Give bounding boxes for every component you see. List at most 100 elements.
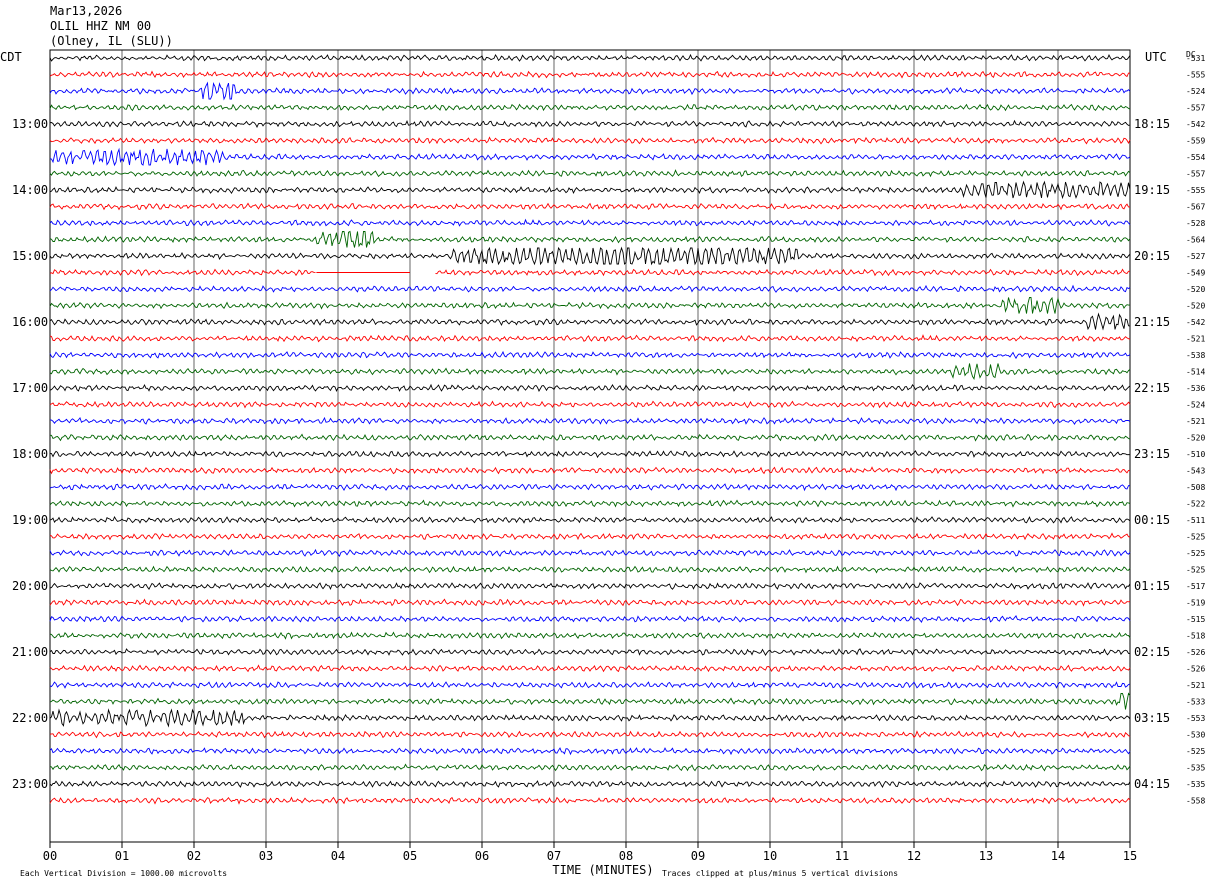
left-hour-label: 21:00	[12, 645, 48, 659]
dc-offset-label: -515	[1186, 615, 1205, 624]
trace-row	[49, 268, 1131, 277]
dc-offset-label: -524	[1186, 87, 1205, 96]
trace-row	[49, 565, 1131, 574]
trace-row	[49, 81, 1131, 101]
dc-offset-label: -530	[1186, 731, 1205, 740]
footer-scale-note: Each Vertical Division = 1000.00 microvo…	[20, 869, 227, 878]
left-hour-label: 13:00	[12, 117, 48, 131]
trace-row	[49, 516, 1131, 524]
dc-offset-label: -531	[1186, 54, 1205, 63]
dc-offset-label: -557	[1186, 104, 1205, 113]
date-label: Mar13,2026	[50, 4, 123, 18]
right-hour-label: 20:15	[1134, 249, 1170, 263]
x-axis-title: TIME (MINUTES)	[552, 863, 653, 877]
right-hour-label: 18:15	[1134, 117, 1170, 131]
x-tick-label: 06	[475, 849, 489, 863]
trace-row	[49, 796, 1131, 805]
dc-offset-label: -521	[1186, 681, 1205, 690]
trace-row	[50, 433, 1131, 442]
dc-offset-label: -525	[1186, 549, 1205, 558]
left-hour-label: 23:00	[12, 777, 48, 791]
dc-offset-label: -535	[1186, 780, 1205, 789]
trace-row	[49, 147, 1131, 167]
dc-offset-label: -554	[1186, 153, 1205, 162]
trace-row	[49, 450, 1131, 459]
dc-offset-label: -514	[1186, 368, 1205, 377]
x-tick-label: 11	[835, 849, 849, 863]
dc-offset-label: -555	[1186, 71, 1205, 80]
left-hour-label: 16:00	[12, 315, 48, 329]
footer-clip-note: Traces clipped at plus/minus 5 vertical …	[662, 869, 898, 878]
right-hour-label: 19:15	[1134, 183, 1170, 197]
x-tick-label: 01	[115, 849, 129, 863]
grid	[49, 49, 1131, 848]
trace-row	[49, 692, 1131, 710]
dc-offset-label: -521	[1186, 335, 1205, 344]
dc-offset-label: -525	[1186, 747, 1205, 756]
trace-row	[49, 466, 1131, 475]
trace-row	[49, 416, 1131, 425]
dc-offset-label: -526	[1186, 665, 1205, 674]
right-hour-label: 21:15	[1134, 315, 1170, 329]
traces	[49, 53, 1131, 805]
dc-offset-label: -521	[1186, 417, 1205, 426]
x-tick-label: 10	[763, 849, 777, 863]
trace-row	[49, 730, 1131, 739]
x-tick-label: 00	[43, 849, 57, 863]
x-tick-label: 15	[1123, 849, 1137, 863]
dc-offset-label: -525	[1186, 533, 1205, 542]
trace-row	[49, 483, 1131, 492]
dc-offset-label: -549	[1186, 269, 1205, 278]
left-hour-label: 18:00	[12, 447, 48, 461]
trace-row	[49, 230, 1131, 248]
trace-row	[49, 548, 1131, 557]
station-label: OLIL HHZ NM 00	[50, 19, 152, 33]
x-tick-label: 05	[403, 849, 417, 863]
dc-offset-label: -535	[1186, 764, 1205, 773]
x-tick-label: 13	[979, 849, 993, 863]
dc-offset-label: -536	[1186, 384, 1205, 393]
trace-row	[49, 363, 1131, 381]
dc-offset-label: -557	[1186, 170, 1205, 179]
trace-row	[49, 648, 1130, 657]
dc-offset-label: -543	[1186, 467, 1205, 476]
dc-offset-label: -520	[1186, 302, 1205, 311]
dc-offset-label: -533	[1186, 698, 1205, 707]
dc-offset-label: -519	[1186, 599, 1205, 608]
left-hour-label: 17:00	[12, 381, 48, 395]
dc-offset-label: -559	[1186, 137, 1205, 146]
plot-frame	[49, 49, 1131, 843]
dc-offset-label: -528	[1186, 219, 1205, 228]
dc-offset-label: -558	[1186, 797, 1205, 806]
x-tick-label: 02	[187, 849, 201, 863]
trace-row	[49, 284, 1131, 293]
dc-label: DC	[1186, 50, 1196, 59]
trace-row	[49, 763, 1131, 772]
left-hour-label: 22:00	[12, 711, 48, 725]
dc-offset-label: -510	[1186, 450, 1205, 459]
dc-offset-label: -517	[1186, 582, 1205, 591]
x-tick-label: 12	[907, 849, 921, 863]
dc-offset-label: -526	[1186, 648, 1205, 657]
dc-offset-label: -520	[1186, 434, 1205, 443]
x-tick-label: 14	[1051, 849, 1065, 863]
left-hour-label: 19:00	[12, 513, 48, 527]
right-hour-label: 04:15	[1134, 777, 1170, 791]
right-hour-label: 02:15	[1134, 645, 1170, 659]
dc-offset-label: -553	[1186, 714, 1205, 723]
trace-row	[49, 218, 1131, 227]
trace-row	[49, 615, 1131, 623]
trace-row	[49, 119, 1131, 129]
right-zone-label: UTC	[1145, 50, 1167, 64]
dc-offset-label: -520	[1186, 285, 1205, 294]
plot-header: Mar13,2026 OLIL HHZ NM 00 (Olney, IL (SL…	[50, 4, 173, 49]
dc-offset-label: -518	[1186, 632, 1205, 641]
right-hour-label: 00:15	[1134, 513, 1170, 527]
location-label: (Olney, IL (SLU))	[50, 34, 173, 48]
dc-offset-label: -542	[1186, 318, 1205, 327]
trace-row	[49, 582, 1131, 591]
dc-offset-label: -564	[1186, 236, 1205, 245]
dc-offset-label: -524	[1186, 401, 1205, 410]
dc-offset-label: -508	[1186, 483, 1205, 492]
trace-row	[49, 631, 1131, 640]
